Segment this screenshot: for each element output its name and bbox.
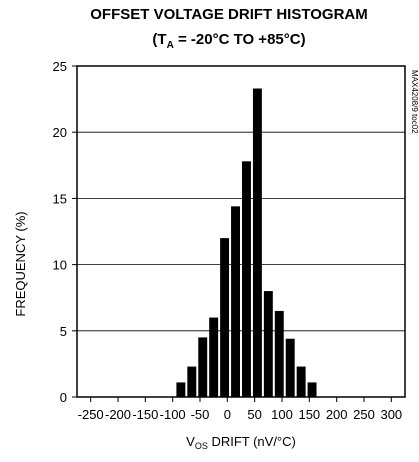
x-tick-label: -100	[160, 407, 186, 422]
histogram-bar	[296, 366, 306, 397]
histogram-bar	[307, 382, 317, 397]
y-tick-label: 15	[53, 191, 67, 206]
x-tick-label: -200	[105, 407, 131, 422]
x-tick-label: 150	[298, 407, 320, 422]
histogram-bar	[242, 161, 251, 397]
histogram-bar	[263, 291, 273, 397]
y-tick-label: 20	[53, 125, 67, 140]
y-tick-label: 5	[60, 324, 67, 339]
plot-frame	[76, 65, 406, 398]
x-axis-label-subscript: OS	[195, 441, 208, 451]
histogram-bar	[187, 366, 197, 397]
x-tick-label: 250	[353, 407, 375, 422]
histogram-bar	[176, 382, 186, 397]
figure-id: MAX4208/9 toc02	[410, 70, 419, 134]
x-tick-label: 300	[380, 407, 402, 422]
y-tick-label: 25	[53, 59, 67, 74]
x-tick-label: 0	[224, 407, 231, 422]
chart-title-line1: OFFSET VOLTAGE DRIFT HISTOGRAM	[90, 6, 368, 23]
x-axis-label-rest: DRIFT (nV/°C)	[208, 434, 296, 449]
histogram-bar	[252, 88, 262, 398]
x-tick-label: 50	[247, 407, 261, 422]
histogram-bar	[198, 337, 208, 397]
chart-title-line2: (TA = -20°C TO +85°C)	[152, 31, 305, 51]
x-tick-label: -250	[78, 407, 104, 422]
y-axis-label: FREQUENCY (%)	[13, 211, 28, 316]
chart-title-subscript: A	[167, 40, 174, 51]
histogram-bar	[274, 310, 284, 397]
histogram-bars	[176, 88, 317, 398]
y-tick-label: 10	[53, 258, 67, 273]
y-tick-label: 0	[60, 390, 67, 405]
x-axis-label-prefix: V	[186, 434, 195, 449]
chart-title-open: (T	[152, 31, 166, 48]
x-tick-label: 100	[271, 407, 293, 422]
chart-title-rest: = -20°C TO +85°C)	[174, 31, 306, 48]
histogram-bar	[231, 206, 240, 397]
x-axis-ticks: -250 -200 -150 -100 -50 0 50 100 150 200 250 300	[78, 397, 402, 422]
histogram-bar	[285, 338, 295, 397]
y-axis-ticks: 0 5 10 15 20 25	[53, 59, 77, 405]
histogram-bar	[209, 317, 219, 397]
gridlines	[77, 131, 405, 332]
x-axis-label: VOS DRIFT (nV/°C)	[186, 434, 296, 451]
x-tick-label: 200	[326, 407, 348, 422]
histogram-bar	[220, 238, 230, 397]
x-tick-label: -50	[191, 407, 210, 422]
x-tick-label: -150	[132, 407, 158, 422]
